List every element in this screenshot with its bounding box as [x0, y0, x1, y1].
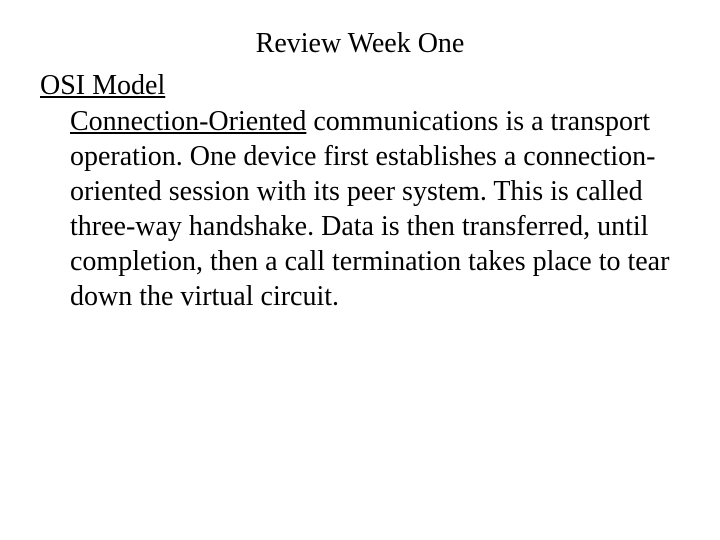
body-lead-term: Connection-Oriented — [70, 106, 306, 137]
body-paragraph: Connection-Oriented communications is a … — [70, 104, 670, 314]
slide-container: Review Week One OSI Model Connection-Ori… — [0, 0, 720, 314]
section-heading: OSI Model — [40, 70, 680, 102]
slide-title: Review Week One — [40, 28, 680, 60]
